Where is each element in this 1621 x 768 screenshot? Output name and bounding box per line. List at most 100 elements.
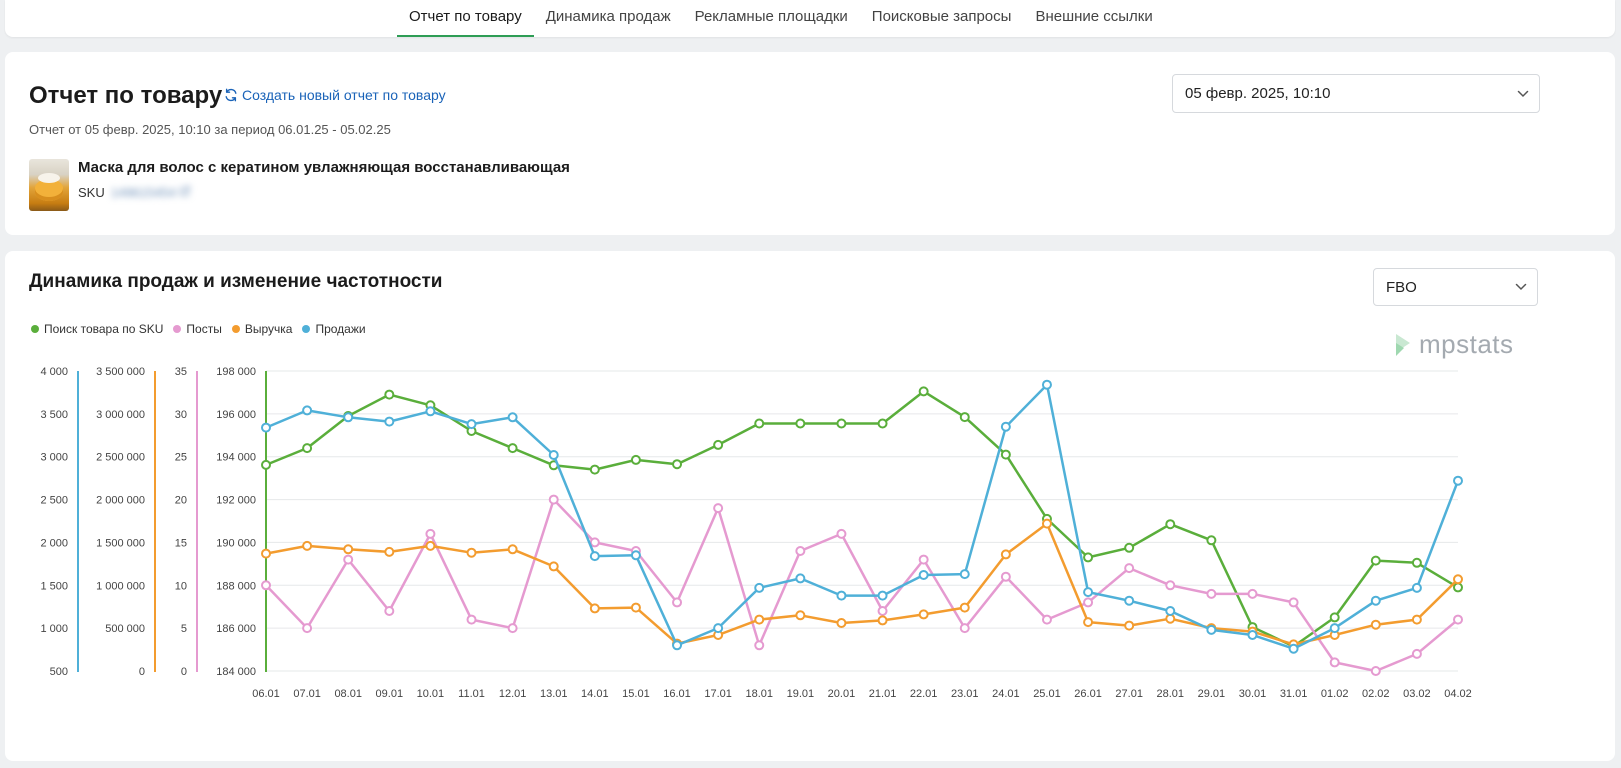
y-tick-label: 0 xyxy=(139,666,145,678)
data-point xyxy=(1411,557,1422,568)
data-point xyxy=(713,503,724,514)
data-point xyxy=(384,416,395,427)
data-point xyxy=(1288,597,1299,608)
data-point xyxy=(877,615,888,626)
x-tick-label: 08.01 xyxy=(334,688,362,700)
product-name: Маска для волос с кератином увлажняющая … xyxy=(78,159,570,176)
data-point xyxy=(795,573,806,584)
data-point xyxy=(713,439,724,450)
data-point xyxy=(918,609,929,620)
report-date-select[interactable]: 05 февр. 2025, 10:10 xyxy=(1172,74,1540,113)
legend-label-2: Выручка xyxy=(244,322,293,336)
y-tick-label: 35 xyxy=(175,366,187,378)
data-point xyxy=(1000,549,1011,560)
x-tick-label: 01.02 xyxy=(1321,688,1349,700)
y-tick-label: 4 000 xyxy=(40,366,68,378)
x-tick-label: 14.01 xyxy=(581,688,609,700)
tab-4[interactable]: Внешние ссылки xyxy=(1035,8,1153,25)
data-point xyxy=(548,494,559,505)
data-point xyxy=(877,590,888,601)
tab-3[interactable]: Поисковые запросы xyxy=(871,8,1012,25)
sku-value[interactable]: 149615454 xyxy=(111,185,191,200)
data-point xyxy=(672,640,683,651)
data-point xyxy=(302,623,313,634)
new-report-link[interactable]: Создать новый отчет по товару xyxy=(224,87,446,103)
legend-dot-1 xyxy=(173,325,182,333)
y-tick-label: 3 000 000 xyxy=(96,409,145,421)
data-point xyxy=(425,406,436,417)
data-point xyxy=(1247,630,1258,640)
legend-dot-2 xyxy=(231,325,240,333)
report-card: Отчет по товару Создать новый отчет по т… xyxy=(5,52,1615,235)
x-tick-label: 27.01 xyxy=(1115,688,1143,700)
data-point xyxy=(1083,552,1094,563)
tab-2[interactable]: Рекламные площадки xyxy=(694,8,848,25)
data-point xyxy=(1000,421,1011,432)
data-point xyxy=(1124,542,1135,553)
data-point xyxy=(1411,614,1422,625)
external-link-icon xyxy=(180,186,191,196)
new-report-label: Создать новый отчет по товару xyxy=(242,87,446,103)
y-tick-label: 20 xyxy=(175,495,187,507)
sku-label: SKU xyxy=(78,185,105,200)
tab-1[interactable]: Динамика продаж xyxy=(545,8,671,25)
legend-item-0[interactable]: Поиск товара по SKU xyxy=(31,322,163,336)
legend-item-3[interactable]: Продажи xyxy=(302,322,366,336)
data-point xyxy=(630,454,641,465)
y-tick-label: 1 500 xyxy=(40,580,68,592)
x-tick-label: 21.01 xyxy=(869,688,897,700)
data-point xyxy=(1124,620,1135,631)
report-subtitle: Отчет от 05 февр. 2025, 10:10 за период … xyxy=(29,122,391,137)
x-tick-label: 31.01 xyxy=(1280,688,1308,700)
data-point xyxy=(672,597,683,608)
y-tick-label: 2 000 000 xyxy=(96,495,145,507)
data-point xyxy=(1000,571,1011,582)
data-point xyxy=(1370,619,1381,630)
legend-item-1[interactable]: Посты xyxy=(173,322,222,336)
y-tick-label: 194 000 xyxy=(216,452,256,464)
data-point xyxy=(302,540,313,551)
data-point xyxy=(1329,657,1340,668)
data-point xyxy=(507,623,518,634)
data-point xyxy=(384,606,395,616)
data-point xyxy=(959,623,970,634)
sku-value-text: 149615454 xyxy=(110,185,176,200)
x-tick-label: 02.02 xyxy=(1362,688,1390,700)
data-point xyxy=(1453,582,1463,593)
data-point xyxy=(1206,624,1217,635)
chevron-down-icon xyxy=(1517,90,1529,97)
legend-label-3: Продажи xyxy=(315,322,366,336)
y-tick-label: 500 xyxy=(50,666,68,678)
legend-item-2[interactable]: Выручка xyxy=(231,322,293,336)
page-title: Отчет по товару xyxy=(29,82,223,109)
x-tick-label: 15.01 xyxy=(622,688,650,700)
data-point xyxy=(959,569,970,580)
tab-0[interactable]: Отчет по товару xyxy=(397,0,534,37)
y-tick-label: 1 500 000 xyxy=(96,537,145,549)
data-point xyxy=(918,554,929,565)
mpstats-logo: mpstats xyxy=(1393,329,1514,360)
data-point xyxy=(548,450,559,460)
data-point xyxy=(384,389,395,400)
product-image xyxy=(29,159,69,211)
data-point xyxy=(548,561,559,572)
legend-dot-0 xyxy=(31,325,39,333)
series-line-1 xyxy=(265,498,1459,673)
data-point xyxy=(836,590,847,601)
x-tick-label: 12.01 xyxy=(499,688,527,700)
data-point xyxy=(589,464,600,475)
data-point xyxy=(507,544,518,555)
data-point xyxy=(918,570,929,580)
data-point xyxy=(1124,595,1135,606)
data-point xyxy=(1083,597,1094,608)
y-tick-label: 2 500 xyxy=(40,495,68,507)
legend-label-1: Посты xyxy=(186,322,222,336)
chart-card: Динамика продаж и изменение частотности … xyxy=(5,251,1615,761)
x-tick-label: 17.01 xyxy=(704,688,732,700)
data-point xyxy=(1206,588,1217,599)
data-point xyxy=(1288,643,1299,654)
fbo-select[interactable]: FBO xyxy=(1373,268,1538,306)
series-line-3 xyxy=(265,383,1460,650)
data-point xyxy=(959,602,970,613)
